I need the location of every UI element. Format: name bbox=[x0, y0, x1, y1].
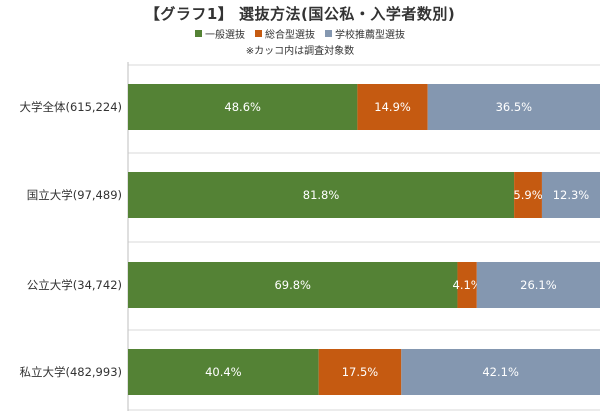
legend-swatch bbox=[255, 30, 262, 37]
data-label: 36.5% bbox=[496, 100, 533, 114]
bar-segment bbox=[128, 84, 358, 130]
legend-item-general: 一般選抜 bbox=[195, 26, 245, 41]
data-label: 14.9% bbox=[374, 100, 411, 114]
legend-label: 一般選抜 bbox=[205, 30, 245, 41]
category-label: 私立大学(482,993) bbox=[19, 365, 122, 379]
data-label: 42.1% bbox=[482, 365, 519, 379]
data-label: 81.8% bbox=[303, 188, 340, 202]
bar-segment bbox=[128, 262, 458, 308]
legend-swatch bbox=[195, 30, 202, 37]
bar-segment bbox=[541, 172, 600, 218]
legend-swatch bbox=[325, 30, 332, 37]
legend-label: 総合型選抜 bbox=[265, 30, 315, 41]
bar-segment bbox=[128, 172, 515, 218]
bar-segment bbox=[427, 84, 600, 130]
data-label: 17.5% bbox=[342, 365, 379, 379]
legend-item-comprehensive: 総合型選抜 bbox=[255, 26, 315, 41]
data-label: 26.1% bbox=[520, 278, 557, 292]
data-label: 40.4% bbox=[205, 365, 242, 379]
legend-item-recommendation: 学校推薦型選抜 bbox=[325, 26, 405, 41]
bar-segment bbox=[128, 349, 319, 395]
bar-segment bbox=[457, 262, 477, 308]
category-label: 公立大学(34,742) bbox=[27, 278, 122, 292]
category-label: 大学全体(615,224) bbox=[19, 100, 122, 114]
data-label: 5.9% bbox=[513, 188, 542, 202]
bar-segment bbox=[357, 84, 428, 130]
legend-label: 学校推薦型選抜 bbox=[335, 30, 405, 41]
chart-note: ※カッコ内は調査対象数 bbox=[245, 46, 355, 57]
legend: 一般選抜 総合型選抜 学校推薦型選抜 bbox=[0, 26, 600, 41]
data-label: 4.1% bbox=[453, 278, 482, 292]
bar-segment bbox=[401, 349, 600, 395]
category-label: 国立大学(97,489) bbox=[27, 188, 122, 202]
data-label: 69.8% bbox=[274, 278, 311, 292]
data-label: 48.6% bbox=[224, 100, 261, 114]
bar-segment bbox=[514, 172, 542, 218]
bar-segment bbox=[318, 349, 402, 395]
bar-segment bbox=[476, 262, 600, 308]
chart-title: 【グラフ1】 選抜方法(国公私・入学者数別) bbox=[144, 5, 456, 23]
data-label: 12.3% bbox=[553, 188, 590, 202]
